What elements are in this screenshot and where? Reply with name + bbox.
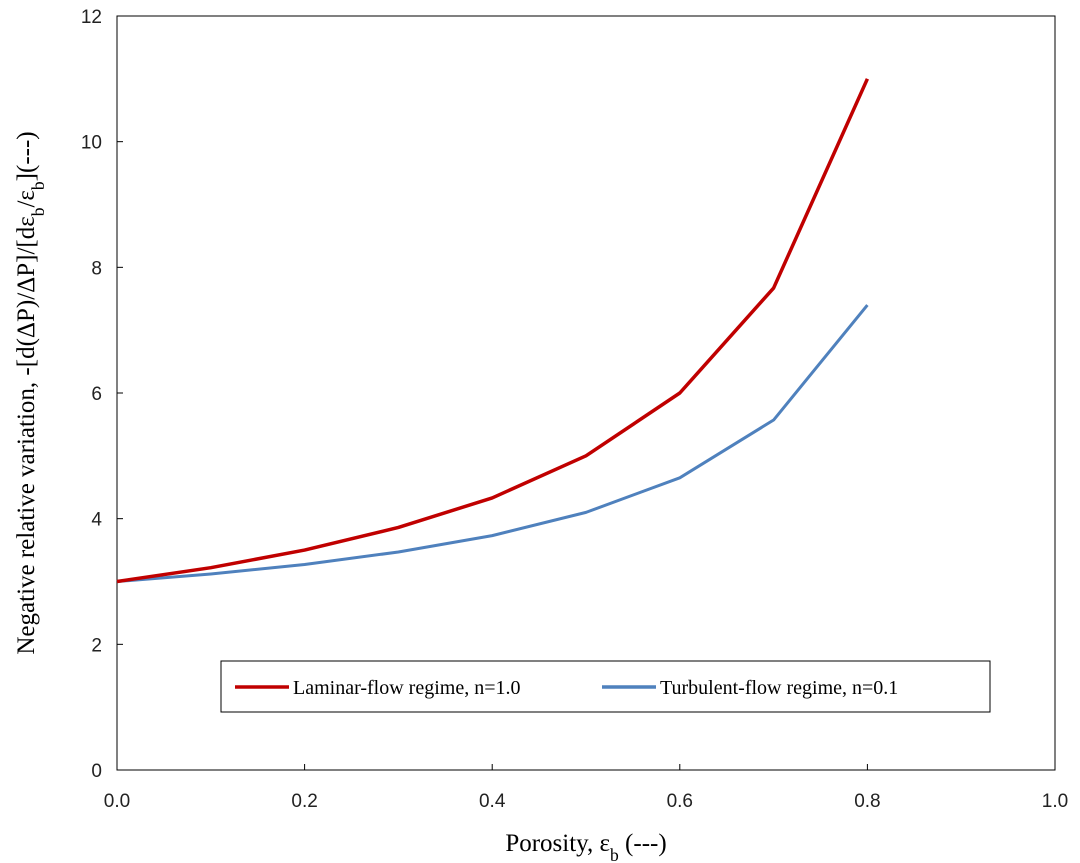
series-line-turbulent xyxy=(116,304,869,583)
x-tick-label: 1.0 xyxy=(1042,791,1068,812)
x-axis: 0.0 0.2 0.4 0.6 0.8 1.0 xyxy=(104,764,1068,812)
x-tick-label: 0.4 xyxy=(479,791,506,812)
y-tick-label: 6 xyxy=(91,384,102,405)
legend-label-turbulent: Turbulent-flow regime, n=0.1 xyxy=(660,677,898,699)
plot-area xyxy=(116,15,1056,771)
y-axis: 0 2 4 6 8 10 12 xyxy=(81,7,123,782)
x-tick-label: 0.0 xyxy=(104,791,130,812)
legend: Laminar-flow regime, n=1.0 Turbulent-flo… xyxy=(220,660,991,713)
x-tick-label: 0.2 xyxy=(291,791,317,812)
legend-label-laminar: Laminar-flow regime, n=1.0 xyxy=(293,677,520,699)
y-axis-title: Negative relative variation, -[d(ΔP)/ΔP]… xyxy=(13,131,48,654)
x-tick-label: 0.8 xyxy=(854,791,880,812)
y-tick-label: 2 xyxy=(91,635,102,656)
x-axis-title: Porosity, εb (---) xyxy=(505,830,666,863)
series-layer xyxy=(116,78,869,584)
series-line-laminar xyxy=(116,78,869,584)
y-tick-label: 4 xyxy=(91,510,102,531)
y-tick-label: 0 xyxy=(91,761,102,782)
y-tick-label: 12 xyxy=(81,7,102,28)
y-tick-label: 10 xyxy=(81,133,102,154)
y-tick-label: 8 xyxy=(91,258,102,279)
x-tick-label: 0.6 xyxy=(667,791,693,812)
